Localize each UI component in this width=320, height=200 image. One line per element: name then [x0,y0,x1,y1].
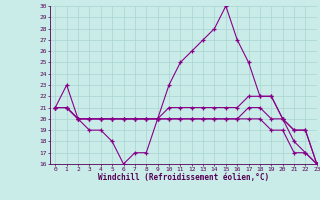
X-axis label: Windchill (Refroidissement éolien,°C): Windchill (Refroidissement éolien,°C) [98,173,269,182]
